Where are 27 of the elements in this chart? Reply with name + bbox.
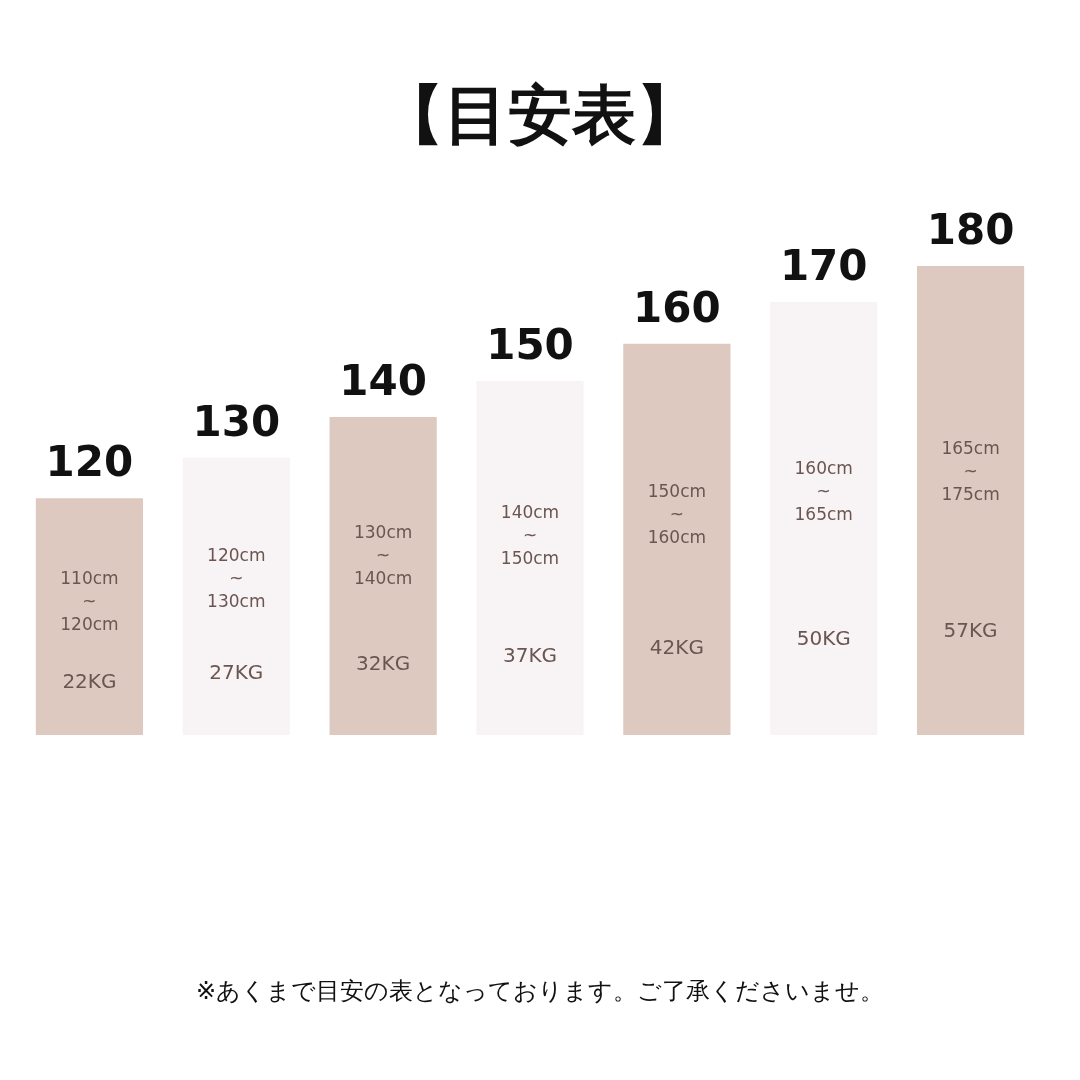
bar <box>35 498 144 735</box>
annotation: 42KG <box>649 635 704 660</box>
bar <box>329 417 437 735</box>
annotation: 27KG <box>209 660 264 685</box>
x-tick-label: 140 <box>339 355 427 405</box>
annotation: 110cm ~ 120cm <box>60 567 119 634</box>
x-tick-label: 120 <box>45 437 134 487</box>
annotation: 32KG <box>356 651 411 676</box>
chart-title: 【目安表】 <box>379 77 701 154</box>
text: ※あくまで目安の表となっております。ご了承くださいませ。 <box>194 976 886 1007</box>
x-tick-label: 170 <box>779 241 868 291</box>
annotation: 150cm ~ 160cm <box>647 481 707 548</box>
annotation: 120cm ~ 130cm <box>207 545 266 612</box>
x-tick-label: 180 <box>926 204 1015 254</box>
annotation: 130cm ~ 140cm <box>353 522 413 589</box>
annotation: 165cm ~ 175cm <box>941 437 1000 504</box>
annotation: 37KG <box>502 643 558 668</box>
annotation: 160cm ~ 165cm <box>794 458 853 525</box>
annotation: 50KG <box>796 625 851 650</box>
annotation: 140cm ~ 150cm <box>500 502 560 569</box>
x-tick-label: 130 <box>192 396 281 446</box>
annotation: 22KG <box>62 669 117 694</box>
bar <box>623 343 731 735</box>
x-tick-label: 160 <box>633 282 721 332</box>
x-tick-label: 150 <box>486 319 574 369</box>
annotation: 57KG <box>943 618 998 643</box>
bar <box>916 266 1025 735</box>
